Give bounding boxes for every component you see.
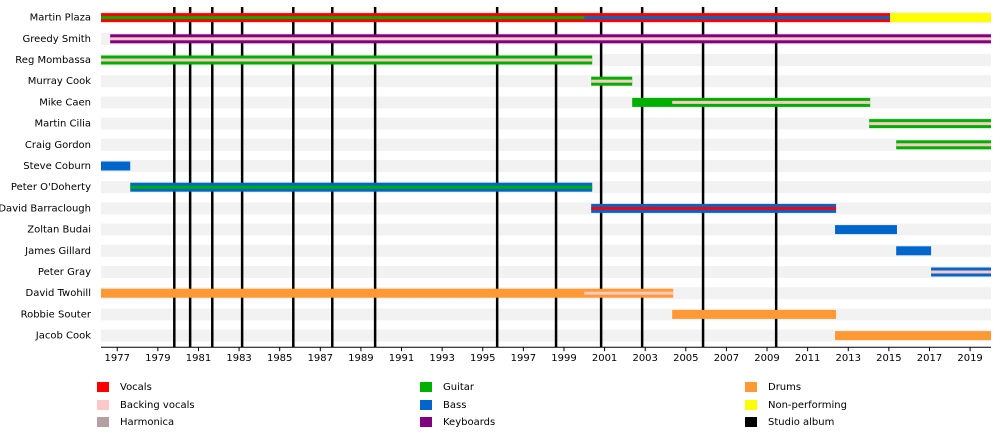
x-tick-label: 1989 [348,353,373,364]
member-name: Peter Gray [38,267,91,278]
legend-swatch [97,400,109,410]
x-tick-label: 1987 [308,353,333,364]
x-tick-label: 2007 [714,353,739,364]
legend-swatch [97,382,109,392]
x-tick-label: 1981 [186,353,211,364]
tenure-bar [672,309,837,319]
tenure-bar [835,331,991,341]
x-tick-label: 1997 [511,353,536,364]
x-tick-label: 1999 [551,353,576,364]
legend-swatch [420,400,432,410]
member-name: Murray Cook [28,76,91,87]
member-name: Zoltan Budai [27,225,91,236]
member-name: Robbie Souter [21,309,92,320]
legend-label: Harmonica [120,417,174,428]
row-band [101,202,991,215]
member-name: David Barraclough [0,203,91,214]
legend-swatch [420,382,432,392]
row-band [101,329,991,342]
member-name: Martin Cilia [34,119,91,130]
role-stripe [591,79,633,83]
legend-label: Bass [443,400,466,411]
x-tick-label: 2011 [795,353,820,364]
legend-label: Guitar [443,382,475,393]
member-name: Greedy Smith [22,34,91,45]
tenure-bar [890,13,991,23]
tenure-bar [101,161,131,171]
legend-swatch [420,417,432,427]
legend-label: Drums [768,382,801,393]
x-tick-label: 2005 [673,353,698,364]
x-tick-label: 2009 [754,353,779,364]
x-tick-label: 1995 [470,353,495,364]
member-name: Mike Caen [39,97,91,108]
x-tick-label: 1991 [389,353,414,364]
legend-swatch [745,400,757,410]
legend-swatch [97,417,109,427]
row-band [101,160,991,172]
member-name: James Gillard [24,246,91,257]
row-band [101,75,991,88]
role-stripe [101,58,593,62]
member-name: Craig Gordon [25,140,91,151]
role-stripe [869,122,991,126]
row-band [101,266,991,278]
role-stripe [591,206,837,210]
row-band [101,223,991,236]
x-tick-label: 1983 [226,353,251,364]
member-name: David Twohill [26,288,91,299]
tenure-bar [896,246,932,256]
legend-label: Studio album [768,417,834,428]
member-name: Martin Plaza [30,13,91,24]
tenure-bar [835,225,897,235]
x-tick-label: 2015 [876,353,901,364]
legend-label: Non-performing [768,400,847,411]
x-tick-label: 2013 [836,353,861,364]
legend-swatch [745,382,757,392]
legend-label: Vocals [120,382,152,393]
role-stripe [101,16,891,20]
member-name: Reg Mombassa [15,55,91,66]
x-tick-label: 1993 [429,353,454,364]
row-band [101,308,991,321]
member-name: Peter O'Doherty [11,182,91,193]
member-name: Jacob Cook [35,331,91,342]
legend-swatch [745,417,757,427]
x-tick-label: 2001 [592,353,617,364]
x-tick-label: 2017 [917,353,942,364]
x-tick-label: 1979 [145,353,170,364]
row-band [101,117,991,130]
role-stripe [584,291,674,295]
row-band [101,244,991,257]
row-band [101,138,991,151]
role-stripe [110,37,991,41]
tenure-bar [101,288,674,298]
role-stripe [896,143,991,147]
role-stripe [584,16,891,20]
x-tick-label: 1985 [267,353,292,364]
x-tick-label: 2003 [632,353,657,364]
x-tick-label: 1977 [105,353,130,364]
role-stripe [931,270,991,274]
x-tick-label: 2019 [957,353,982,364]
legend-label: Backing vocals [120,400,195,411]
role-stripe [672,100,871,104]
member-name: Steve Coburn [23,161,91,172]
legend-label: Keyboards [443,417,495,428]
role-stripe [130,185,593,189]
